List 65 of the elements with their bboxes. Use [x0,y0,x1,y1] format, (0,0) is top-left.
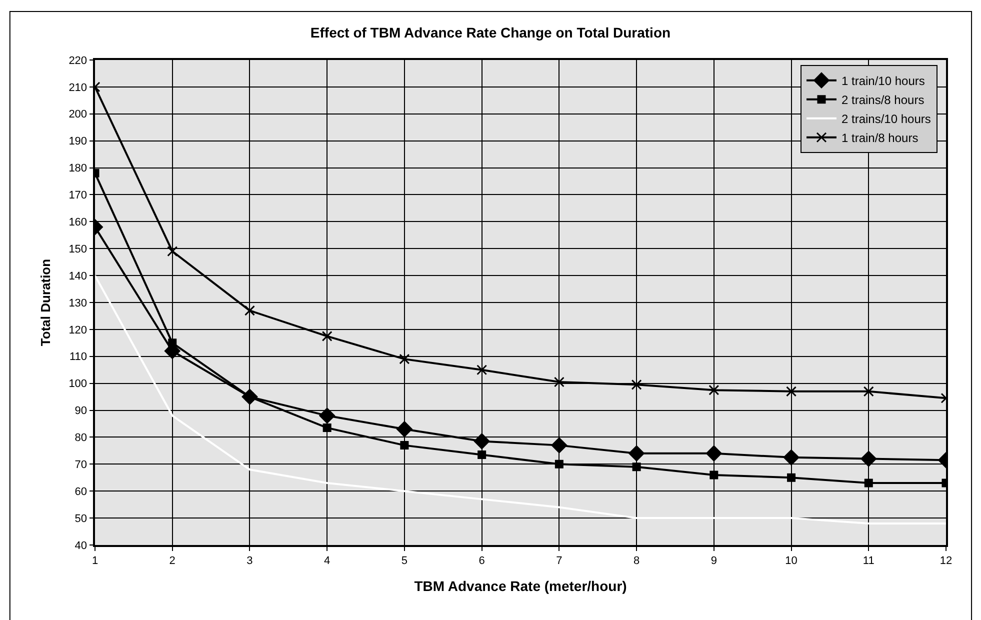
x-tick-label: 11 [862,554,874,567]
point [167,246,178,257]
point [628,445,644,462]
y-tick-label: 90 [74,405,88,418]
point [551,437,568,454]
y-tick-label: 60 [74,486,88,498]
y-tick-label: 180 [68,162,88,175]
x-tick-label: 9 [710,554,717,567]
point [706,445,722,462]
y-tick-label: 80 [74,432,88,444]
y-tick-label: 50 [74,512,88,525]
x-axis-title: TBM Advance Rate (meter/hour) [414,578,627,594]
point [478,450,486,459]
y-tick-label: 140 [68,270,88,282]
legend-label: 2 trains/8 hours [841,93,924,108]
y-tick-label: 40 [74,540,88,552]
chart-title: Effect of TBM Advance Rate Change on Total Duration [310,24,671,41]
point [322,424,332,432]
point [864,478,873,488]
y-tick-label: 120 [68,324,88,336]
point [400,441,409,450]
point [168,338,177,348]
point [783,450,800,466]
x-tick-label: 10 [785,554,798,567]
legend-label: 1 train/10 hours [841,74,925,88]
y-tick-label: 70 [74,459,88,472]
point [863,386,874,397]
y-axis-title: Total Duration [38,258,54,346]
legend-label: 2 trains/10 hours [841,112,931,126]
x-tick-label: 1 [92,554,98,567]
x-tick-label: 8 [633,554,640,567]
x-tick-label: 7 [556,554,562,567]
y-tick-label: 200 [68,108,88,121]
y-tick-label: 110 [70,351,88,364]
point [396,421,412,438]
x-tick-label: 5 [401,554,408,567]
y-tick-label: 160 [68,216,88,229]
point [632,462,641,472]
point [554,460,564,468]
x-tick-label: 2 [169,554,176,567]
y-tick-label: 220 [68,54,88,67]
x-tick-label: 3 [246,554,253,567]
y-tick-label: 100 [68,378,88,390]
y-tick-label: 190 [68,136,88,148]
y-tick-label: 210 [68,82,88,94]
legend-label: 1 train/8 hours [841,131,918,146]
point [474,433,490,450]
point [710,470,718,480]
point [319,408,335,424]
x-tick-label: 6 [478,554,485,567]
x-tick-label: 4 [324,554,330,567]
y-tick-label: 150 [68,243,88,256]
y-tick-label: 170 [68,190,88,202]
y-tick-label: 130 [68,297,88,310]
point [860,450,877,467]
point [244,305,255,316]
point [399,354,410,364]
point [476,364,488,376]
point [322,330,332,342]
point [787,473,796,482]
point [786,386,797,397]
x-tick-label: 12 [940,554,952,567]
point [554,376,564,388]
point [631,379,642,390]
point [708,384,720,396]
